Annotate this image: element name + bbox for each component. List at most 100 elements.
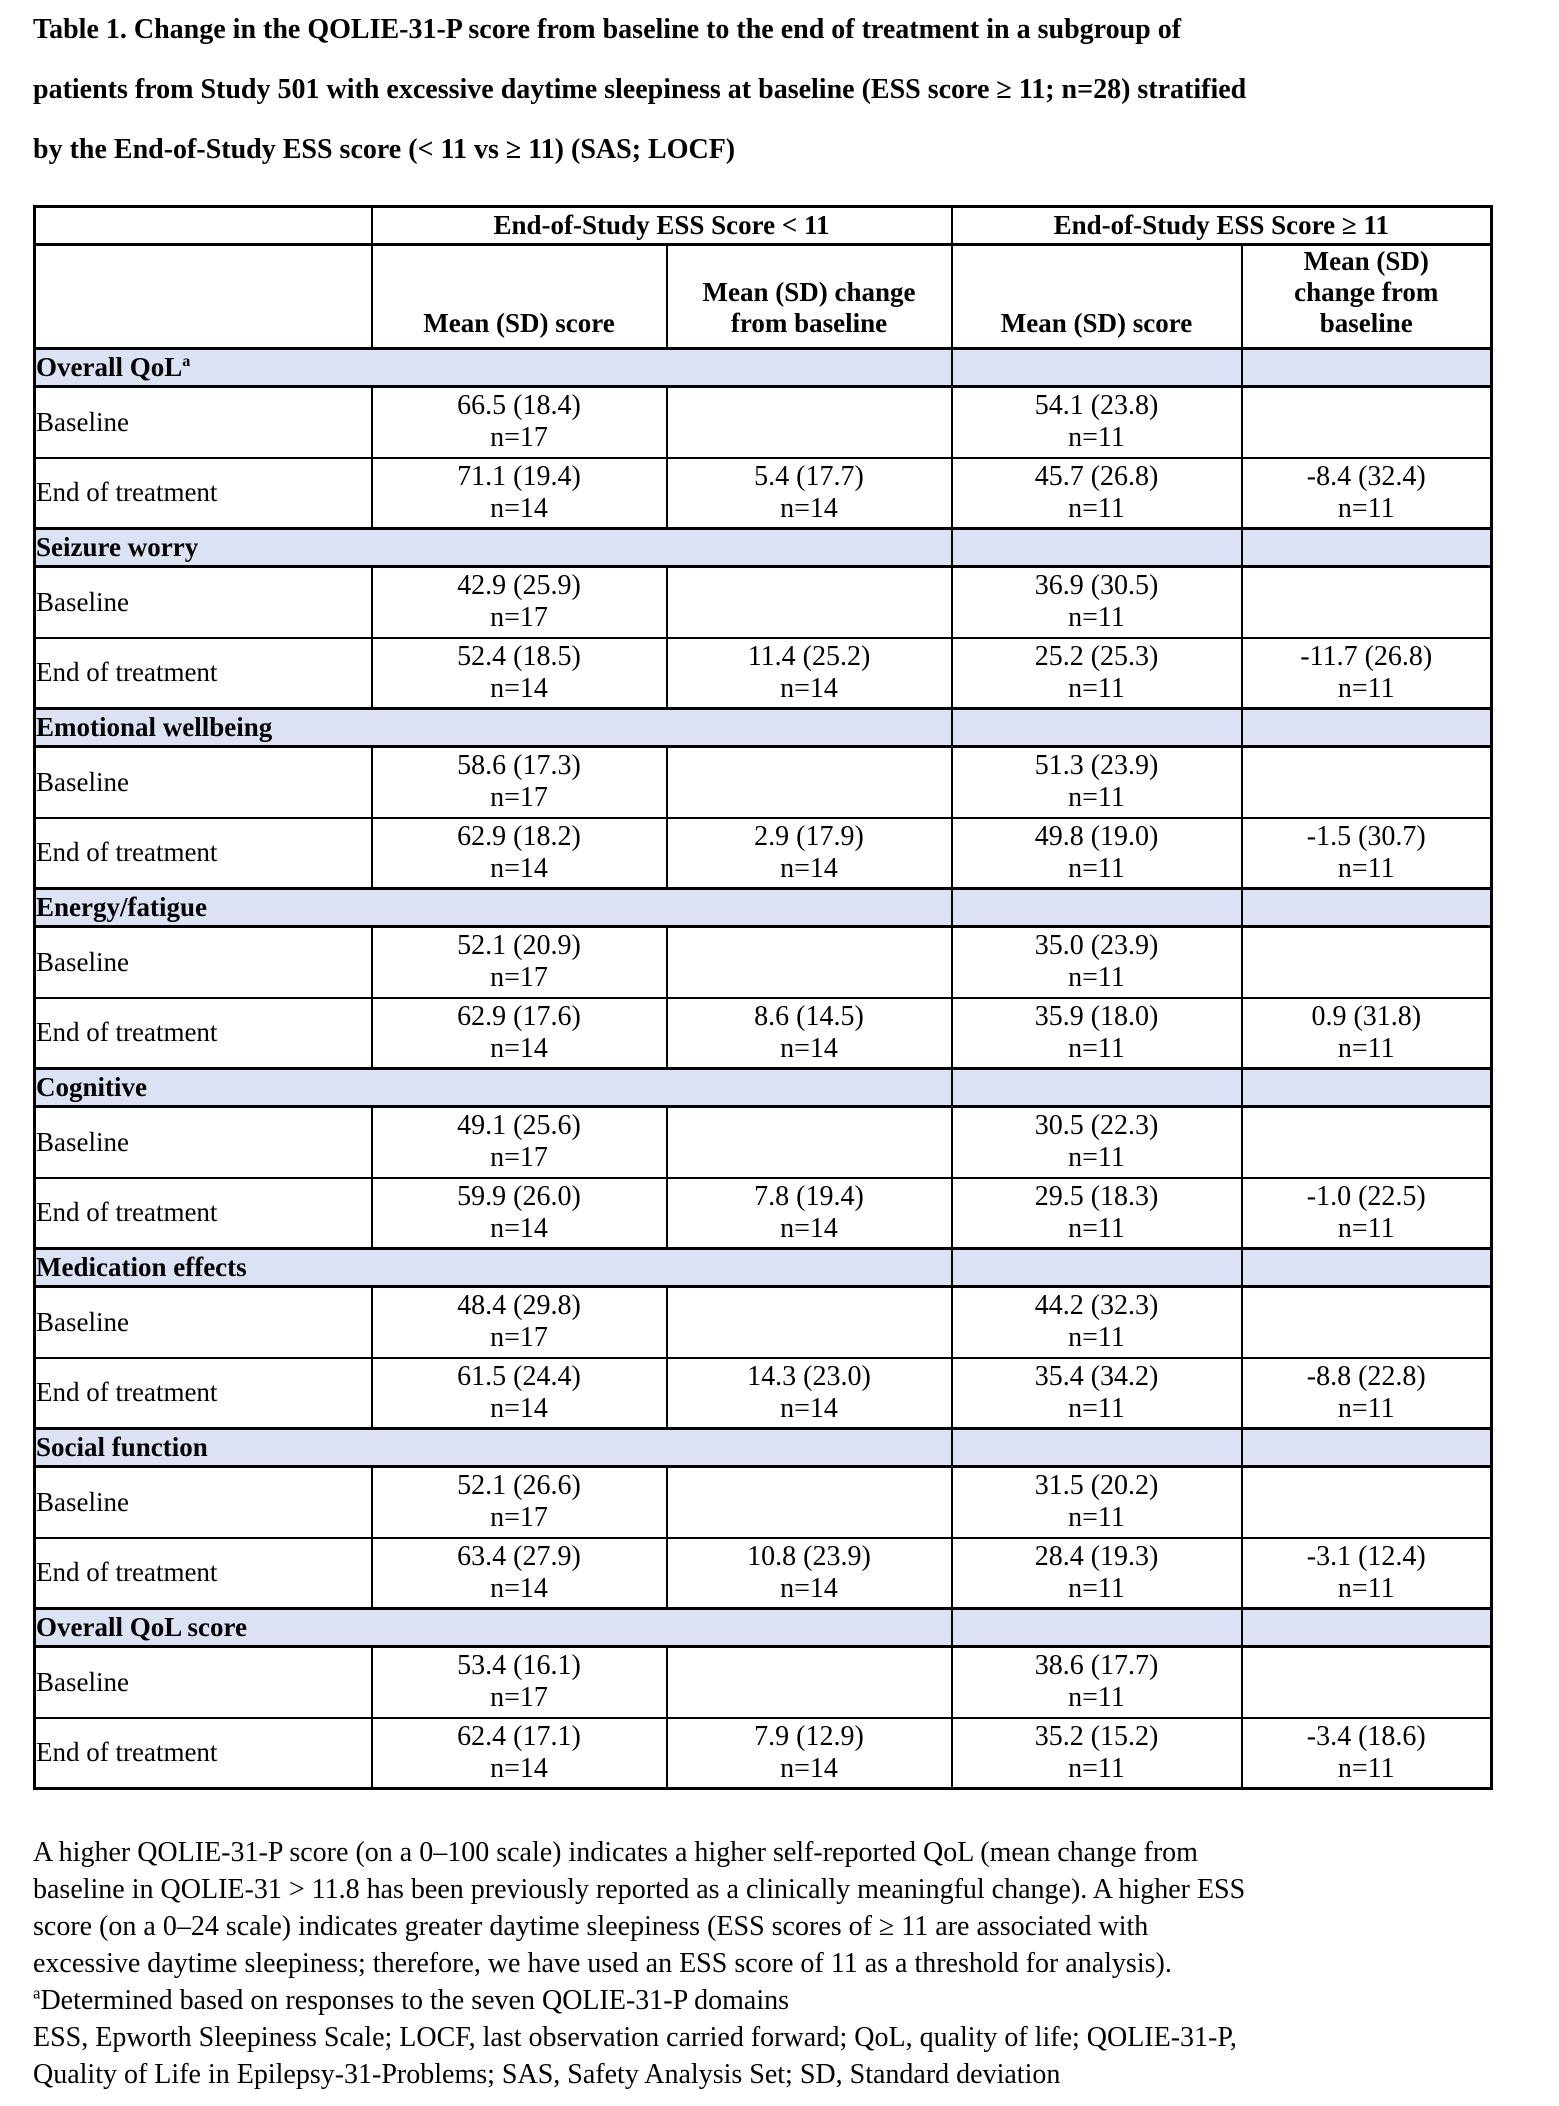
- n-count: n=14: [490, 1572, 548, 1604]
- col-header-mean-sd-score-ge11: Mean (SD) score: [950, 243, 1243, 350]
- n-count: n=11: [1337, 1212, 1395, 1244]
- n-count: n=17: [490, 1322, 548, 1354]
- value-cell: 25.2 (25.3) n=11: [950, 636, 1243, 710]
- row-label: Baseline: [33, 1645, 373, 1719]
- value-cell: 8.6 (14.5) n=14: [665, 996, 953, 1070]
- value-cell: 10.8 (23.9) n=14: [665, 1536, 953, 1610]
- mean-sd-value: 25.2 (25.3): [1034, 640, 1159, 672]
- section-empty-cell: [1240, 1427, 1493, 1468]
- row-label: End of treatment: [33, 1716, 373, 1790]
- section-label: Emotional wellbeing: [33, 707, 953, 748]
- section-empty-cell: [950, 887, 1243, 928]
- value-cell: 45.7 (26.8) n=11: [950, 456, 1243, 530]
- n-count: n=11: [1068, 852, 1125, 884]
- mean-sd-value: 7.8 (19.4): [754, 1180, 864, 1212]
- row-label: Baseline: [33, 745, 373, 819]
- blank-corner-cell: [33, 205, 373, 246]
- value-cell: 35.4 (34.2) n=11: [950, 1356, 1243, 1430]
- n-count: n=11: [1337, 852, 1395, 884]
- data-row: End of treatment 63.4 (27.9) n=14 10.8 (23.…: [33, 1536, 1493, 1610]
- value-cell: 49.8 (19.0) n=11: [950, 816, 1243, 890]
- section-label: Energy/fatigue: [33, 887, 953, 928]
- row-label: Baseline: [33, 565, 373, 639]
- section-label: Social function: [33, 1427, 953, 1468]
- data-row: End of treatment 62.9 (17.6) n=14 8.6 (14.5…: [33, 996, 1493, 1070]
- value-cell: 59.9 (26.0) n=14: [370, 1176, 668, 1250]
- value-cell: [1240, 1645, 1493, 1719]
- value-cell: 54.1 (23.8) n=11: [950, 385, 1243, 459]
- n-count: n=11: [1068, 1572, 1125, 1604]
- value-cell: 52.1 (20.9) n=17: [370, 925, 668, 999]
- row-label: End of treatment: [33, 1176, 373, 1250]
- data-row: Baseline 52.1 (20.9) n=17 35.0 (23.9) n=11: [33, 925, 1493, 999]
- n-count: n=11: [1068, 1682, 1125, 1714]
- value-cell: [665, 1105, 953, 1179]
- mean-sd-value: -3.1 (12.4): [1306, 1540, 1426, 1572]
- mean-sd-value: 52.4 (18.5): [457, 640, 581, 672]
- value-cell: 51.3 (23.9) n=11: [950, 745, 1243, 819]
- section-empty-cell: [950, 527, 1243, 568]
- mean-sd-value: 10.8 (23.9): [747, 1540, 871, 1572]
- value-cell: 29.5 (18.3) n=11: [950, 1176, 1243, 1250]
- section-empty-cell: [1240, 707, 1493, 748]
- data-row: End of treatment 52.4 (18.5) n=14 11.4 (25.…: [33, 636, 1493, 710]
- row-label: Baseline: [33, 1285, 373, 1359]
- section-empty-cell: [950, 1247, 1243, 1288]
- mean-sd-value: 0.9 (31.8): [1311, 1000, 1422, 1032]
- section-row: Cognitive: [33, 1067, 1493, 1108]
- value-cell: [1240, 385, 1493, 459]
- value-cell: 14.3 (23.0) n=14: [665, 1356, 953, 1430]
- value-cell: -8.4 (32.4) n=11: [1240, 456, 1493, 530]
- data-row: Baseline 52.1 (26.6) n=17 31.5 (20.2) n=11: [33, 1465, 1493, 1539]
- mean-sd-value: 49.8 (19.0): [1034, 820, 1159, 852]
- abbreviations: ESS, Epworth Sleepiness Scale; LOCF, las…: [33, 2022, 1237, 2090]
- mean-sd-value: 14.3 (23.0): [747, 1360, 871, 1392]
- mean-sd-value: 63.4 (27.9): [457, 1540, 581, 1572]
- n-count: n=17: [490, 602, 548, 634]
- col-header-mean-sd-change-lt11: Mean (SD) change from baseline: [665, 243, 953, 350]
- value-cell: [665, 565, 953, 639]
- data-row: End of treatment 61.5 (24.4) n=14 14.3 (23.…: [33, 1356, 1493, 1430]
- n-count: n=14: [780, 1752, 838, 1784]
- n-count: n=14: [490, 852, 548, 884]
- group-header-ess-lt-11: End-of-Study ESS Score < 11: [370, 205, 953, 246]
- n-count: n=11: [1337, 1572, 1395, 1604]
- mean-sd-value: 48.4 (29.8): [457, 1290, 581, 1322]
- row-label: End of treatment: [33, 456, 373, 530]
- n-count: n=17: [490, 962, 548, 994]
- n-count: n=17: [490, 1502, 548, 1534]
- value-cell: 66.5 (18.4) n=17: [370, 385, 668, 459]
- value-cell: -11.7 (26.8) n=11: [1240, 636, 1493, 710]
- section-row: Overall QoLa: [33, 347, 1493, 388]
- value-cell: 49.1 (25.6) n=17: [370, 1105, 668, 1179]
- value-cell: 2.9 (17.9) n=14: [665, 816, 953, 890]
- col-header-mean-sd-score-lt11: Mean (SD) score: [370, 243, 668, 350]
- n-count: n=17: [490, 1682, 548, 1714]
- n-count: n=11: [1068, 602, 1125, 634]
- section-label-superscript: a: [182, 352, 191, 370]
- value-cell: 44.2 (32.3) n=11: [950, 1285, 1243, 1359]
- n-count: n=14: [490, 1752, 548, 1784]
- value-cell: 35.2 (15.2) n=11: [950, 1716, 1243, 1790]
- data-row: Baseline 53.4 (16.1) n=17 38.6 (17.7) n=11: [33, 1645, 1493, 1719]
- qolie-results-table: End-of-Study ESS Score < 11 End-of-Study…: [33, 205, 1494, 1790]
- section-empty-cell: [950, 347, 1243, 388]
- mean-sd-value: 38.6 (17.7): [1034, 1650, 1159, 1682]
- n-count: n=11: [1068, 1142, 1125, 1174]
- n-count: n=11: [1068, 1322, 1125, 1354]
- n-count: n=14: [490, 1392, 548, 1424]
- column-header-row: Mean (SD) score Mean (SD) change from ba…: [33, 243, 1493, 350]
- value-cell: 11.4 (25.2) n=14: [665, 636, 953, 710]
- row-label: End of treatment: [33, 636, 373, 710]
- table-caption: Table 1. Change in the QOLIE-31-P score …: [33, 14, 1247, 165]
- value-cell: 0.9 (31.8) n=11: [1240, 996, 1493, 1070]
- mean-sd-value: -11.7 (26.8): [1300, 640, 1433, 672]
- n-count: n=11: [1337, 1392, 1395, 1424]
- n-count: n=17: [490, 1142, 548, 1174]
- value-cell: 71.1 (19.4) n=14: [370, 456, 668, 530]
- mean-sd-value: 29.5 (18.3): [1034, 1180, 1159, 1212]
- section-empty-cell: [1240, 1607, 1493, 1648]
- value-cell: 62.9 (18.2) n=14: [370, 816, 668, 890]
- mean-sd-value: 36.9 (30.5): [1034, 570, 1159, 602]
